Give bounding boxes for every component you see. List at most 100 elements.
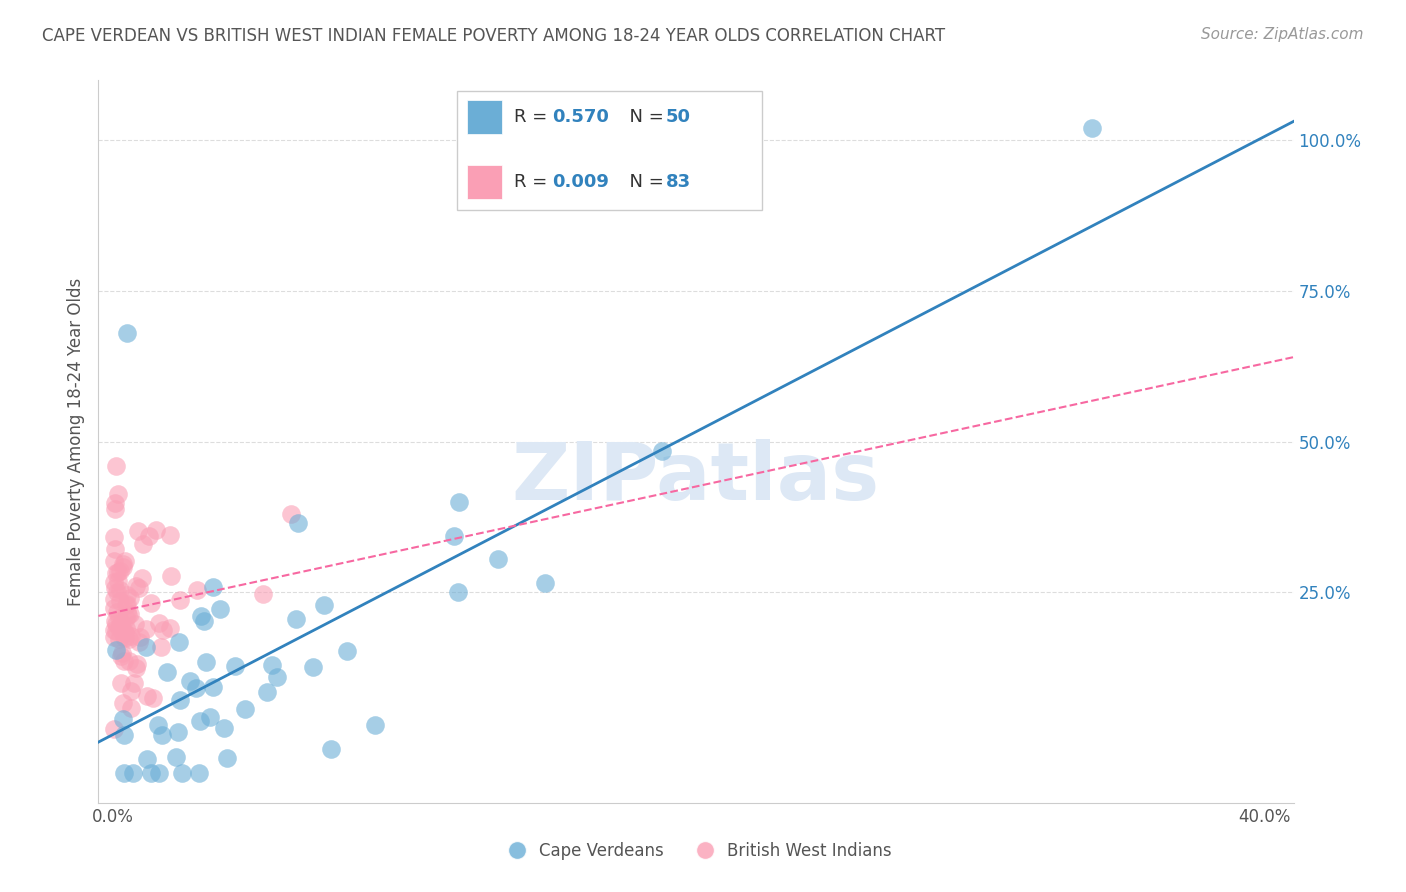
Bar [467, 100, 502, 135]
Point [139, 765, 162, 780]
Point [447, 585, 470, 599]
Point [110, 616, 132, 631]
Text: R =: R = [515, 173, 554, 191]
Point [184, 681, 207, 695]
Point [117, 607, 139, 622]
Point [103, 554, 125, 568]
Point [105, 624, 128, 639]
Point [125, 579, 148, 593]
Point [142, 690, 165, 705]
Point [118, 632, 141, 646]
Point [122, 765, 145, 780]
Point [107, 632, 129, 646]
Point [256, 685, 278, 699]
Point [104, 541, 127, 556]
Point [336, 644, 359, 658]
Point [108, 594, 131, 608]
Point [115, 326, 138, 341]
Y-axis label: Female Poverty Among 18-24 Year Olds: Female Poverty Among 18-24 Year Olds [66, 277, 84, 606]
Point [287, 516, 309, 530]
Point [132, 537, 155, 551]
Point [135, 640, 157, 654]
Point [103, 591, 125, 606]
Point [104, 459, 127, 474]
Point [159, 528, 181, 542]
Point [110, 617, 132, 632]
Text: 50: 50 [666, 108, 692, 126]
Point [114, 626, 136, 640]
Text: 0.570: 0.570 [553, 108, 609, 126]
Point [195, 655, 218, 669]
Point [146, 718, 169, 732]
Point [103, 575, 125, 590]
Text: 83: 83 [666, 173, 692, 191]
Point [651, 444, 673, 458]
Point [112, 728, 135, 742]
Point [486, 552, 509, 566]
Point [190, 609, 212, 624]
Point [284, 612, 307, 626]
Point [103, 601, 125, 615]
Point [110, 676, 132, 690]
Point [120, 700, 142, 714]
Point [167, 725, 190, 739]
Point [124, 617, 146, 632]
Point [114, 554, 136, 568]
Point [139, 596, 162, 610]
Point [122, 675, 145, 690]
Point [118, 654, 141, 668]
Point [135, 690, 157, 704]
Point [208, 601, 231, 615]
Point [108, 611, 131, 625]
Point [105, 584, 128, 599]
Point [104, 614, 127, 628]
Point [129, 630, 152, 644]
Point [105, 605, 128, 619]
Bar [467, 165, 502, 200]
Point [533, 575, 555, 590]
Point [1081, 121, 1104, 136]
Point [112, 654, 135, 668]
Point [120, 629, 142, 643]
Point [447, 495, 470, 509]
Point [169, 692, 191, 706]
Point [114, 622, 136, 636]
Point [136, 752, 159, 766]
FancyBboxPatch shape [457, 91, 762, 211]
Point [115, 597, 138, 611]
Point [148, 765, 170, 780]
Text: R =: R = [515, 108, 554, 126]
Point [186, 582, 208, 597]
Point [188, 714, 211, 728]
Point [103, 630, 125, 644]
Text: 0.009: 0.009 [553, 173, 609, 191]
Point [110, 648, 132, 663]
Point [179, 674, 201, 689]
Point [104, 496, 127, 510]
Point [266, 670, 288, 684]
Point [107, 574, 129, 588]
Text: Source: ZipAtlas.com: Source: ZipAtlas.com [1201, 27, 1364, 42]
Point [115, 588, 138, 602]
Point [118, 591, 141, 606]
Point [312, 598, 335, 612]
Point [112, 765, 135, 780]
Point [105, 643, 128, 657]
Point [127, 524, 149, 538]
Point [115, 606, 138, 620]
Point [364, 717, 387, 731]
Point [233, 701, 256, 715]
Point [224, 658, 246, 673]
Point [159, 621, 181, 635]
Point [198, 709, 221, 723]
Point [128, 581, 150, 595]
Point [201, 580, 224, 594]
Point [107, 621, 129, 635]
Point [152, 624, 174, 638]
Point [217, 751, 239, 765]
Point [149, 640, 172, 655]
Text: ZIPatlas: ZIPatlas [512, 439, 880, 516]
Point [112, 558, 135, 572]
Point [103, 623, 125, 637]
Text: N =: N = [619, 108, 669, 126]
